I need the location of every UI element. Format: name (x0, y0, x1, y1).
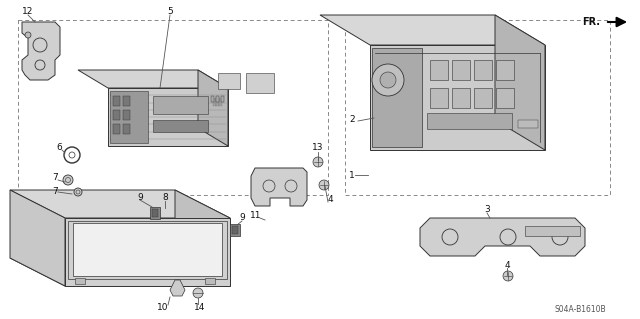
Bar (219, 98, 220, 106)
Polygon shape (370, 45, 545, 150)
Text: 13: 13 (312, 144, 324, 152)
Bar (218, 73, 240, 89)
Polygon shape (10, 190, 230, 218)
Bar (474, 60, 492, 80)
Bar (430, 88, 448, 108)
Text: 3: 3 (484, 205, 490, 214)
Polygon shape (108, 88, 228, 146)
Bar (452, 88, 470, 108)
Bar (525, 226, 580, 236)
Bar (113, 96, 120, 106)
Bar (216, 96, 219, 102)
Bar (113, 110, 120, 120)
Bar (205, 278, 215, 284)
Bar (430, 60, 448, 80)
Bar (230, 224, 240, 236)
Bar (213, 98, 214, 106)
Bar (73, 223, 222, 276)
Circle shape (74, 188, 82, 196)
Polygon shape (198, 70, 228, 146)
FancyBboxPatch shape (110, 91, 148, 143)
Text: 9: 9 (137, 194, 143, 203)
Circle shape (503, 271, 513, 281)
Circle shape (372, 64, 404, 96)
Bar (214, 98, 216, 106)
Polygon shape (78, 70, 228, 88)
Text: 8: 8 (162, 194, 168, 203)
Bar (221, 96, 224, 102)
Circle shape (193, 288, 203, 298)
Circle shape (319, 180, 329, 190)
Text: 14: 14 (195, 302, 205, 311)
Polygon shape (65, 218, 230, 286)
Bar (123, 96, 130, 106)
Bar (427, 113, 512, 129)
Text: 9: 9 (239, 213, 245, 222)
Text: 7: 7 (52, 174, 58, 182)
Bar (153, 120, 208, 132)
Polygon shape (170, 280, 185, 296)
Circle shape (313, 157, 323, 167)
Text: 2: 2 (349, 115, 355, 124)
Text: 10: 10 (157, 302, 169, 311)
Text: 11: 11 (250, 211, 262, 219)
Text: 5: 5 (167, 8, 173, 17)
Bar (75, 278, 85, 284)
Bar (113, 124, 120, 134)
Text: 4: 4 (327, 196, 333, 204)
Bar (474, 88, 492, 108)
Polygon shape (10, 190, 65, 286)
Polygon shape (420, 218, 585, 256)
Polygon shape (251, 168, 307, 206)
Polygon shape (320, 15, 545, 45)
Text: 12: 12 (22, 8, 34, 17)
Bar (152, 209, 158, 217)
Polygon shape (175, 190, 230, 286)
Polygon shape (22, 22, 60, 80)
Bar (452, 60, 470, 80)
Bar (68, 221, 227, 279)
Text: 7: 7 (52, 188, 58, 197)
Bar (496, 88, 514, 108)
Text: 4: 4 (504, 261, 510, 270)
Bar (518, 120, 538, 128)
Text: 1: 1 (349, 170, 355, 180)
Bar (123, 124, 130, 134)
Bar (496, 60, 514, 80)
Polygon shape (495, 15, 545, 150)
Bar (232, 226, 238, 234)
Bar (216, 98, 217, 106)
Bar (372, 48, 422, 147)
Text: 6: 6 (56, 144, 62, 152)
Polygon shape (10, 258, 230, 286)
Bar (150, 207, 160, 219)
Bar (211, 96, 214, 102)
Bar (246, 73, 274, 93)
Bar (153, 96, 208, 114)
Circle shape (25, 32, 31, 38)
Circle shape (380, 72, 396, 88)
Text: S04A-B1610B: S04A-B1610B (554, 306, 606, 315)
Circle shape (63, 175, 73, 185)
Bar (123, 110, 130, 120)
Text: FR.: FR. (582, 17, 600, 27)
